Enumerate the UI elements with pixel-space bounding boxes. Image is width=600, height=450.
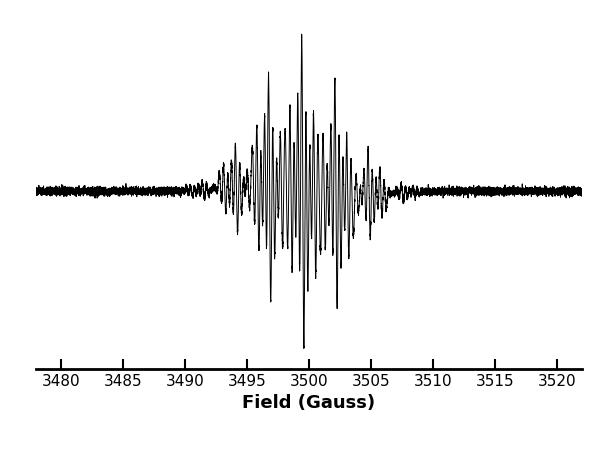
X-axis label: Field (Gauss): Field (Gauss)	[242, 394, 376, 412]
